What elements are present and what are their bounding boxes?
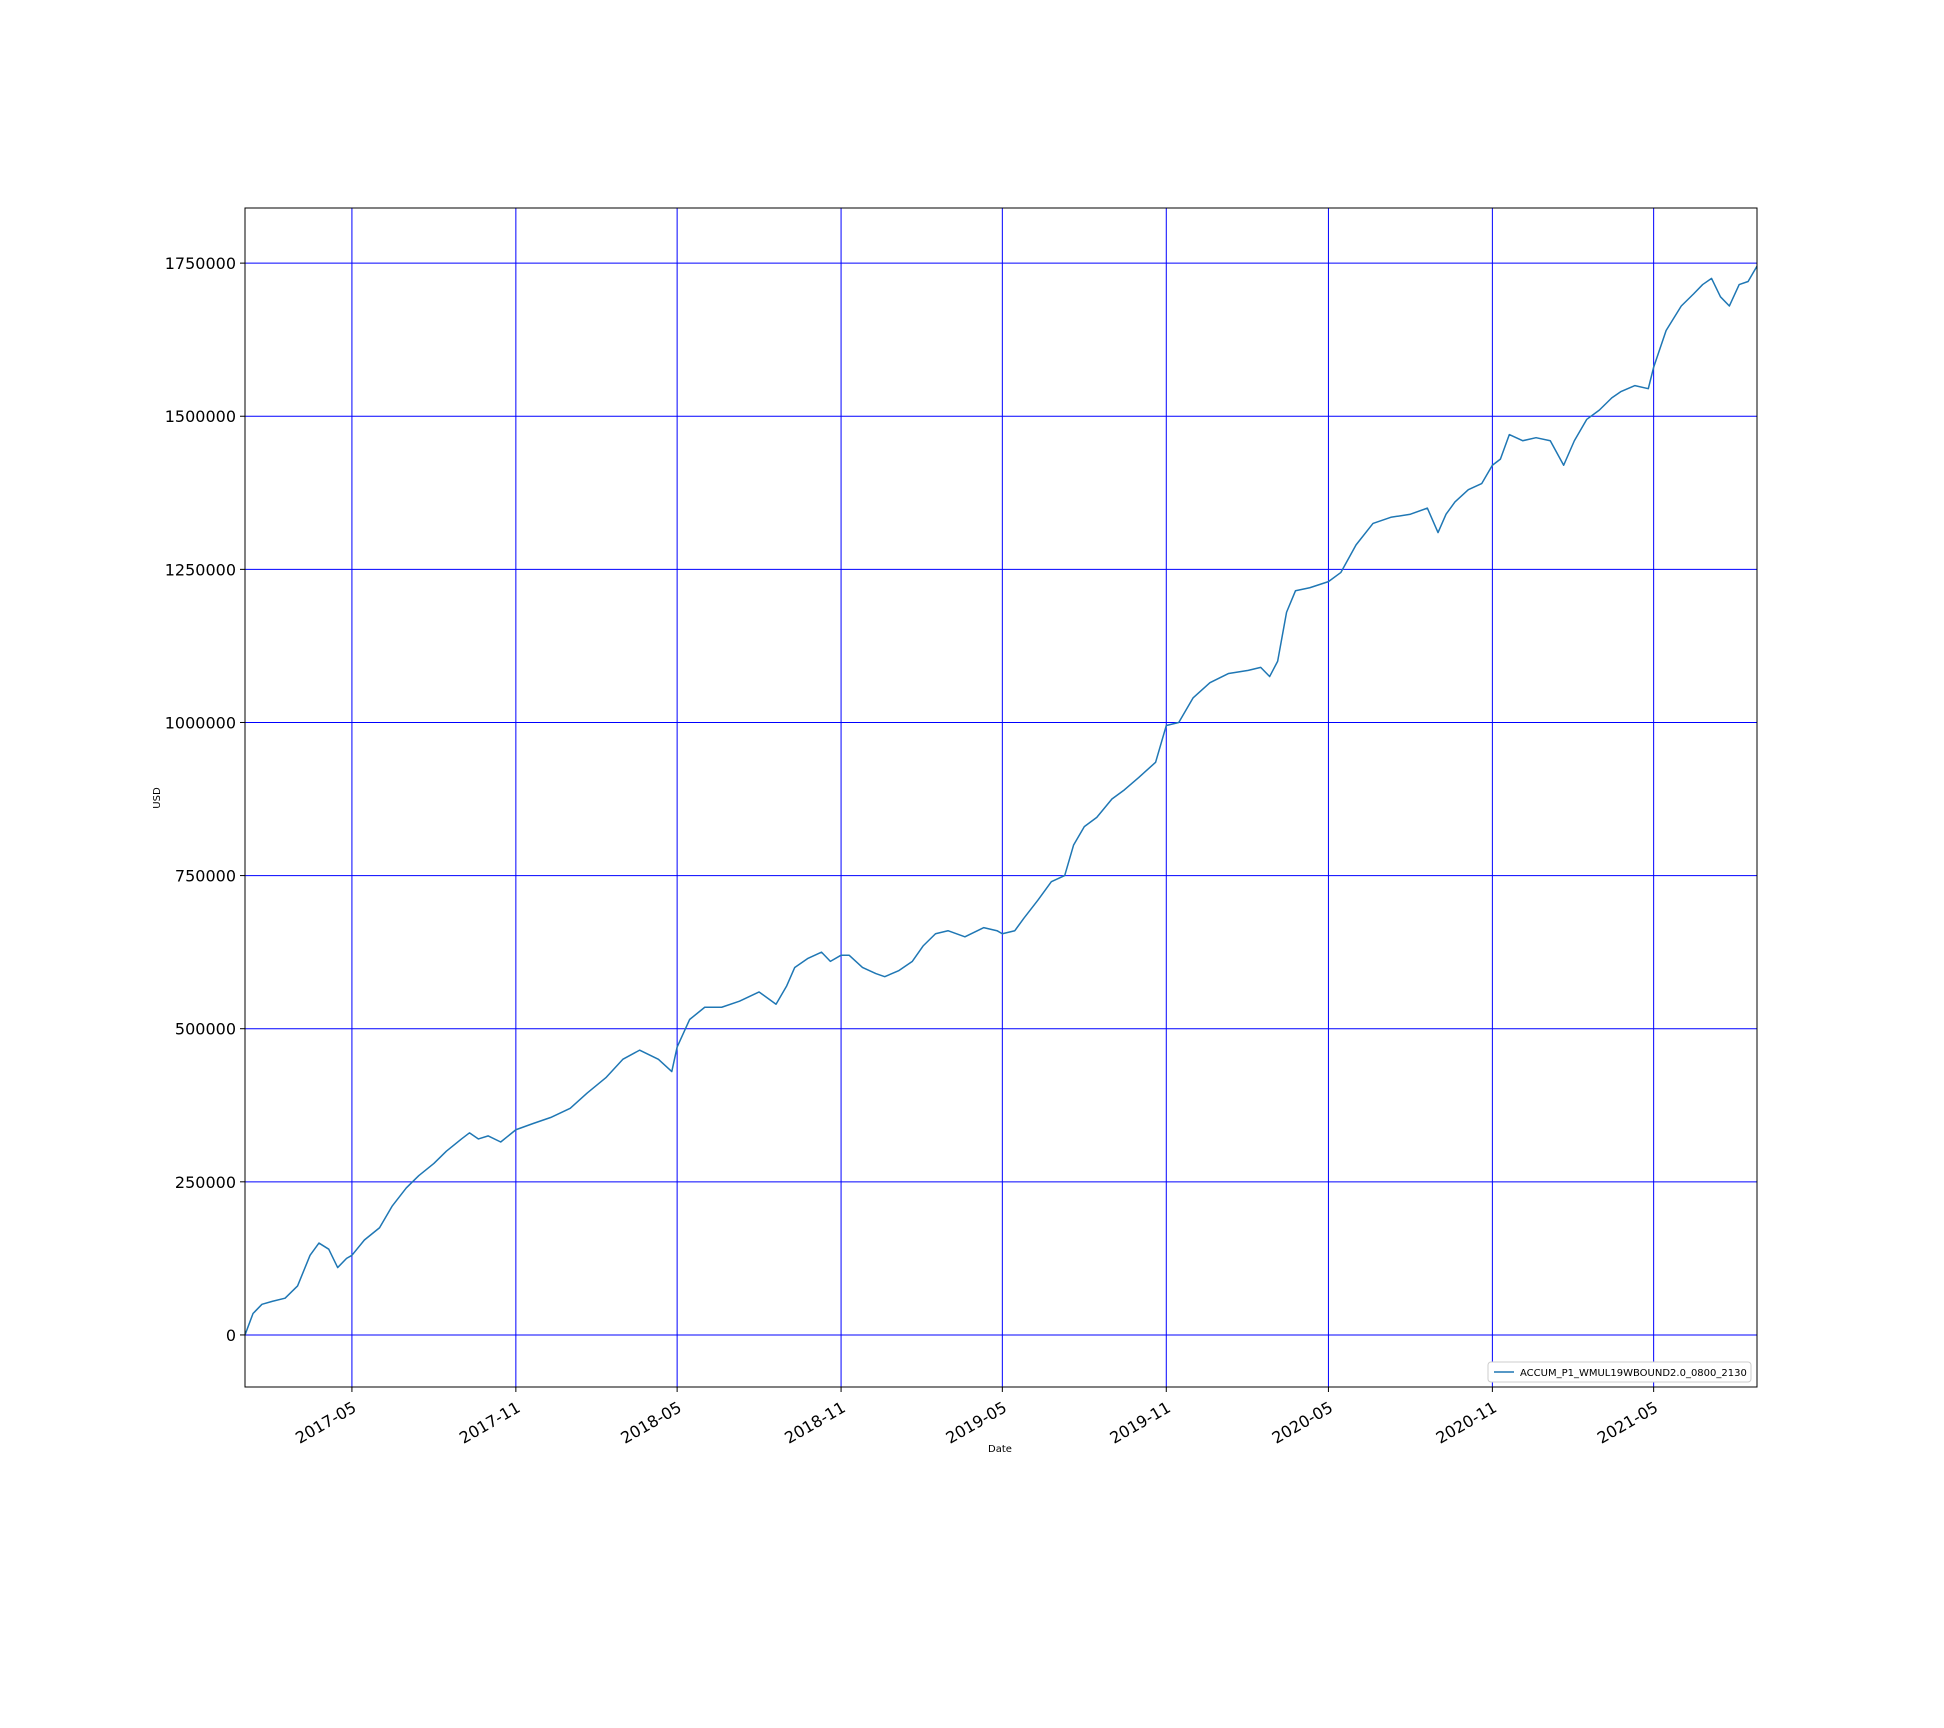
plot-area — [245, 208, 1757, 1387]
series-layer — [245, 265, 1757, 1336]
x-tick-label: 2017-11 — [456, 1398, 523, 1448]
legend: ACCUM_P1_WMUL19WBOUND2.0_0800_2130 — [1487, 1361, 1752, 1383]
x-tick-label: 2019-05 — [943, 1398, 1010, 1448]
y-axis-label: USD — [152, 787, 163, 809]
x-axis: 2017-05 2017-11 2018-05 2018-11 2019-05 2019-… — [292, 1387, 1661, 1448]
x-axis-label: Date — [988, 1444, 1012, 1455]
y-tick-label: 1250000 — [165, 560, 236, 579]
legend-label: ACCUM_P1_WMUL19WBOUND2.0_0800_2130 — [1520, 1368, 1747, 1379]
x-tick-label: 2020-05 — [1269, 1398, 1336, 1448]
x-tick-label: 2018-11 — [781, 1398, 848, 1448]
y-tick-label: 0 — [226, 1326, 236, 1345]
y-tick-label: 1000000 — [165, 713, 236, 732]
y-gridlines — [245, 262, 1757, 1336]
legend-box — [1487, 1361, 1752, 1383]
plot-frame — [244, 207, 1758, 1388]
x-tick-label: 2019-11 — [1106, 1398, 1173, 1448]
y-axis: 0 250000 500000 750000 1000000 1250000 1500000… — [165, 254, 245, 1345]
x-tick-label: 2017-05 — [292, 1398, 359, 1448]
x-tick-label: 2020-11 — [1433, 1398, 1500, 1448]
y-tick-label: 500000 — [175, 1020, 236, 1039]
x-gridlines — [351, 208, 1655, 1387]
y-tick-label: 1750000 — [165, 254, 236, 273]
x-tick-label: 2018-05 — [617, 1398, 684, 1448]
series-line-0 — [245, 265, 1757, 1336]
y-tick-label: 750000 — [175, 867, 236, 886]
y-tick-label: 250000 — [175, 1173, 236, 1192]
y-tick-label: 1500000 — [165, 407, 236, 426]
x-tick-label: 2021-05 — [1594, 1398, 1661, 1448]
